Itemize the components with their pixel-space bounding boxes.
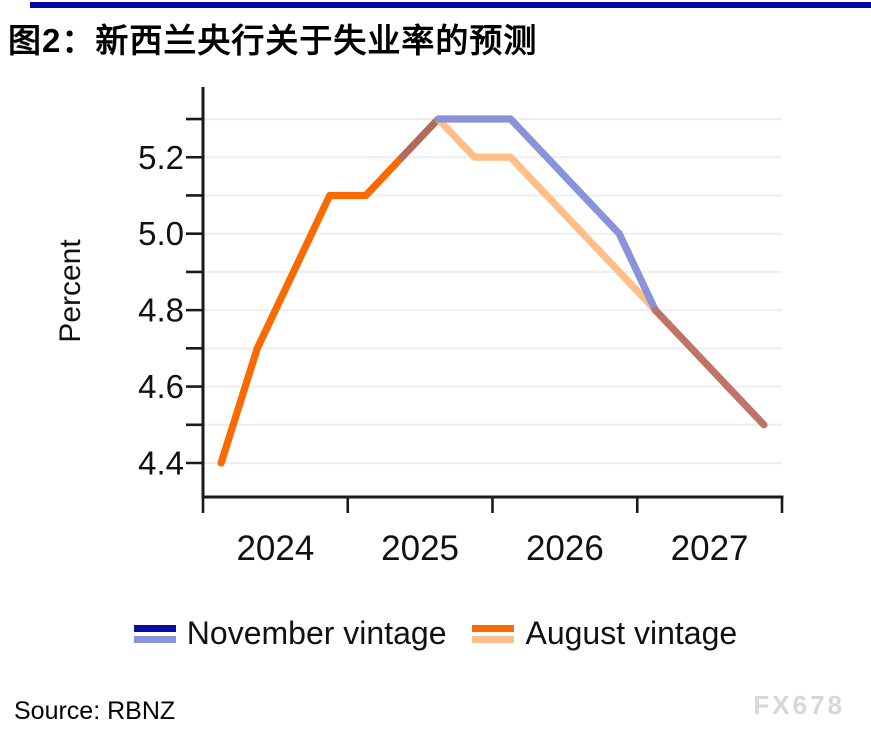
legend-label-august: August vintage (525, 615, 738, 651)
series-segment-august-0-5 (217, 153, 406, 467)
ytick-5-2: 5.2 (138, 139, 184, 176)
november-actual-swatch (133, 624, 176, 632)
series-segment-november-6-12 (434, 115, 659, 314)
legend-item-august: August vintage (472, 615, 737, 652)
xtick-2024: 2024 (236, 529, 314, 568)
august-line-swatch-icon (472, 624, 515, 643)
ytick-5-0: 5.0 (138, 215, 184, 252)
y-axis-title: Percent (54, 239, 87, 343)
axes-layer (186, 87, 784, 513)
november-forecast-swatch (133, 635, 176, 643)
xtick-2025: 2025 (381, 529, 459, 568)
header-rule (30, 2, 871, 8)
series-segment-november-5-6 (398, 115, 442, 161)
ytick-4-4: 4.4 (138, 445, 184, 482)
legend-item-november: November vintage (133, 615, 447, 652)
august-actual-swatch (472, 624, 515, 632)
x-axis-tick-labels: 2024 2025 2026 2027 (236, 529, 748, 568)
watermark: FX678 (753, 690, 845, 720)
november-line-swatch-icon (133, 624, 176, 643)
ytick-4-6: 4.6 (138, 368, 184, 405)
ytick-4-8: 4.8 (138, 292, 184, 329)
legend-label-november: November vintage (186, 615, 447, 651)
figure-title: 图2：新西兰央行关于失业率的预测 (8, 22, 538, 59)
source-note: Source: RBNZ (14, 697, 176, 725)
xtick-2026: 2026 (526, 529, 604, 568)
gridlines-layer (203, 117, 782, 465)
series-segment-august-6-12 (434, 115, 659, 314)
series-segment-november-12-15 (651, 306, 768, 429)
series-lines-layer (217, 115, 768, 467)
xtick-2027: 2027 (671, 529, 749, 568)
august-forecast-swatch (472, 635, 515, 643)
y-axis-tick-labels: 4.4 4.6 4.8 5.0 5.2 (138, 139, 184, 482)
chart-legend: November vintage August vintage (0, 615, 871, 652)
